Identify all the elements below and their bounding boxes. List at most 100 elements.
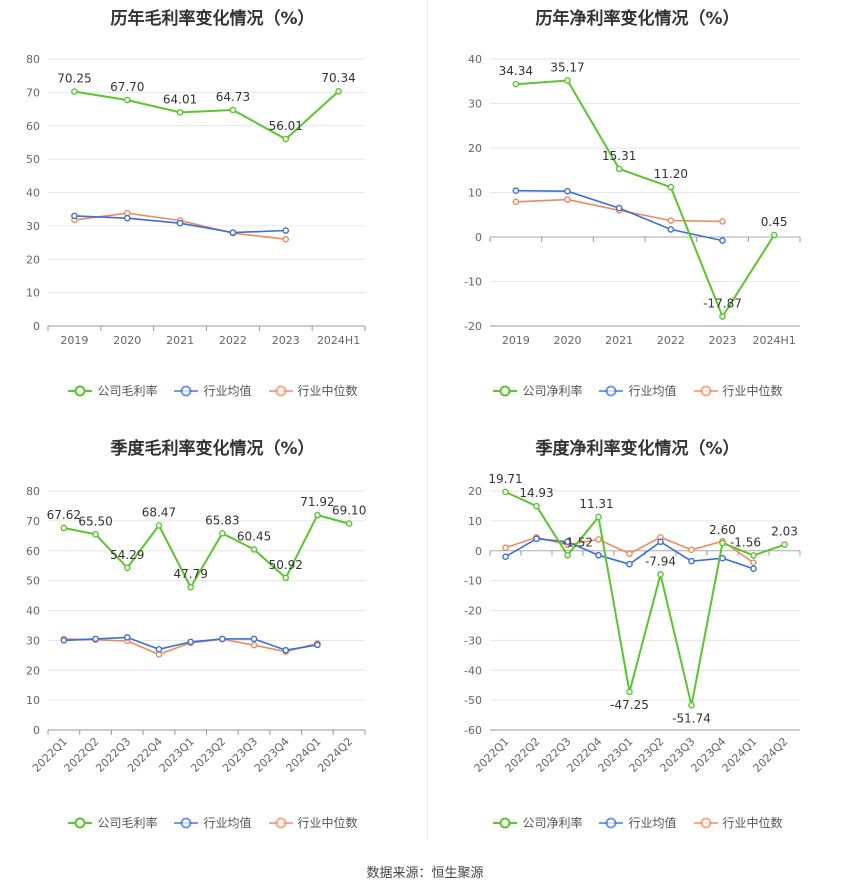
data-point	[626, 688, 633, 696]
data-point	[719, 237, 726, 244]
data-label: 68.47	[142, 505, 176, 519]
data-source-label: 数据来源：恒生聚源	[366, 866, 484, 881]
chart-svg: -20 -10 0 10 20 30 40 2019 2020 2021 2022 2023 2024H…	[464, 53, 801, 347]
y-tick-label: 0	[475, 545, 482, 558]
y-tick-label: 60	[26, 545, 40, 558]
y-tick-label: 60	[26, 120, 40, 133]
data-point	[123, 96, 131, 104]
x-tick-label: 2023	[272, 334, 300, 347]
data-point	[176, 219, 184, 227]
data-point	[314, 641, 321, 649]
legend-item[interactable]: 公司毛利率	[67, 382, 157, 399]
data-label: 60.45	[237, 529, 271, 543]
data-point	[282, 574, 290, 582]
y-tick-label: 30	[26, 220, 40, 233]
data-point	[626, 550, 633, 558]
legend-line-marker-icon	[68, 817, 93, 828]
data-point	[657, 538, 664, 546]
data-point	[60, 524, 68, 532]
legend-item[interactable]: 公司净利率	[492, 382, 582, 399]
legend-item[interactable]: 行业中位数	[268, 814, 358, 831]
data-point	[71, 88, 78, 95]
data-label: -1.56	[730, 535, 761, 549]
data-point	[282, 227, 290, 234]
legend-label: 行业中位数	[297, 384, 358, 398]
chart-title: 历年净利率变化情况（%）	[535, 9, 740, 29]
data-point	[564, 538, 571, 546]
data-point	[719, 539, 726, 547]
data-point	[250, 546, 258, 553]
legend-item[interactable]: 行业中位数	[268, 382, 358, 399]
x-tick-label: 2020	[113, 334, 141, 347]
legend-label: 行业中位数	[297, 816, 358, 830]
data-point	[219, 635, 226, 643]
data-label: 15.31	[602, 149, 636, 163]
y-tick-label: -30	[464, 634, 482, 647]
data-label: 56.01	[269, 119, 303, 133]
data-point	[250, 635, 258, 643]
data-point	[335, 87, 342, 95]
data-label: -51.74	[672, 711, 711, 725]
series-line	[74, 90, 340, 141]
x-tick-label: 2022	[657, 334, 685, 347]
data-point	[187, 583, 194, 591]
y-tick-label: 80	[26, 485, 40, 498]
data-point	[719, 218, 726, 225]
legend-item[interactable]: 公司毛利率	[67, 814, 157, 831]
legend-item[interactable]: 行业均值	[173, 382, 252, 399]
y-tick-label: 70	[26, 86, 40, 99]
data-label: 70.25	[57, 72, 91, 86]
legend-label: 行业均值	[203, 384, 252, 398]
legend-item[interactable]: 行业中位数	[693, 382, 783, 399]
series-line	[515, 79, 776, 319]
legend-item[interactable]: 公司净利率	[492, 814, 582, 831]
data-point	[595, 513, 602, 521]
y-tick-label: 70	[26, 515, 40, 528]
data-point	[781, 541, 788, 548]
data-point	[595, 536, 602, 543]
legend-item[interactable]: 行业均值	[598, 382, 677, 399]
data-point	[71, 212, 78, 220]
data-label: 2.60	[709, 523, 736, 537]
legend-line-marker-icon	[174, 385, 199, 396]
data-point	[719, 313, 726, 320]
data-point	[123, 214, 131, 222]
chart-annual-gross-margin: 历年毛利率变化情况（%） 0 10 20 30 40 50 60 70 80 2019 2020 20…	[0, 0, 425, 430]
data-label: 34.34	[499, 64, 533, 78]
legend-item[interactable]: 行业均值	[598, 814, 677, 831]
legend-line-marker-icon	[268, 817, 293, 828]
panel-divider	[427, 0, 428, 840]
data-point	[688, 557, 695, 565]
data-label: 35.17	[550, 60, 584, 74]
data-point	[314, 511, 321, 519]
y-tick-label: 40	[26, 605, 40, 618]
chart-legend: 公司毛利率 行业均值 行业中位数	[0, 814, 425, 832]
data-label: 67.62	[47, 508, 81, 522]
legend-line-marker-icon	[268, 385, 293, 396]
data-point	[512, 80, 520, 88]
legend-item[interactable]: 行业中位数	[693, 814, 783, 831]
legend-line-marker-icon	[493, 385, 518, 396]
y-tick-label: 50	[26, 153, 40, 166]
y-tick-label: 30	[26, 634, 40, 647]
data-label: 64.01	[163, 92, 197, 106]
y-tick-label: 30	[468, 98, 482, 111]
data-point	[750, 559, 757, 566]
y-tick-label: 20	[26, 253, 40, 266]
legend-line-marker-icon	[599, 817, 624, 828]
data-point	[657, 571, 664, 578]
data-point	[564, 77, 571, 84]
legend-item[interactable]: 行业均值	[173, 814, 252, 831]
chart-svg: -60-50-40-30-20-10010202022Q12022Q22022Q…	[464, 472, 801, 775]
data-label: -7.94	[645, 554, 676, 568]
data-point	[667, 183, 675, 191]
data-label: 50.92	[269, 558, 303, 572]
data-point	[667, 217, 675, 224]
data-label: 47.79	[173, 567, 207, 581]
legend-label: 行业均值	[628, 816, 677, 830]
x-tick-label: 2024H1	[753, 334, 796, 347]
data-label: 65.50	[78, 514, 112, 528]
legend-label: 行业中位数	[722, 384, 783, 398]
y-tick-label: 10	[26, 287, 40, 300]
data-point	[564, 551, 571, 559]
